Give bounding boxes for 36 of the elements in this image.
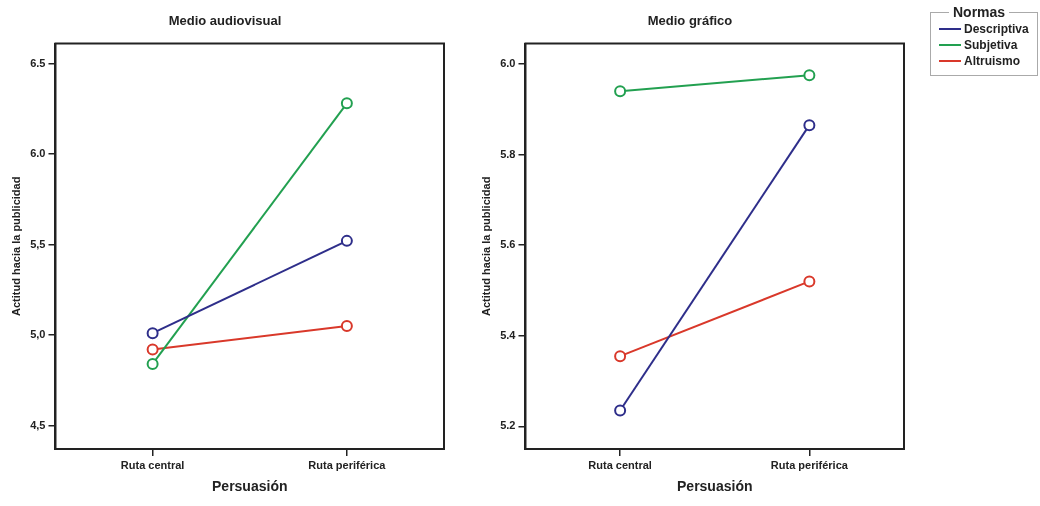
y-tick-label: 6.5 (30, 56, 46, 69)
point (803, 275, 816, 288)
y-tick-label: 5.4 (500, 328, 517, 341)
y-tick-label: 5,0 (30, 328, 46, 341)
y-tick-label: 4,5 (30, 418, 46, 431)
y-tick-label: 5.2 (500, 419, 516, 432)
x-tick-label: Ruta periférica (308, 458, 387, 471)
legend-label: Altruismo (964, 53, 1021, 69)
y-tick-label: 6.0 (500, 57, 516, 70)
y-axis-title: Actitud hacia la publicidad (9, 176, 22, 316)
point (146, 357, 159, 370)
legend-label: Descriptiva (964, 21, 1029, 37)
x-axis-title: Persuasión (677, 478, 753, 495)
point (803, 69, 816, 82)
x-axis-title: Persuasión (212, 478, 288, 495)
y-tick-label: 6.0 (30, 147, 46, 160)
point (146, 327, 159, 340)
point (340, 234, 353, 247)
y-axis-title: Actitud hacia la publicidad (479, 176, 492, 316)
x-tick-label: Ruta periférica (770, 458, 849, 471)
y-tick-label: 5,5 (30, 237, 46, 250)
y-tick-label: 5.8 (500, 147, 516, 160)
chart-title: Medio audiovisual (168, 13, 282, 29)
point (340, 319, 353, 332)
point (614, 85, 627, 98)
x-tick-label: Ruta central (588, 458, 652, 471)
point (803, 119, 816, 132)
y-tick-label: 5.6 (500, 238, 516, 251)
x-tick-label: Ruta central (120, 458, 185, 471)
point (146, 343, 159, 356)
point (340, 97, 353, 110)
legend-label: Subjetiva (964, 37, 1018, 53)
point (614, 350, 627, 363)
legend-title: Normas (949, 4, 1010, 20)
point (614, 404, 627, 417)
chart-title: Medio gráfico (647, 13, 733, 29)
